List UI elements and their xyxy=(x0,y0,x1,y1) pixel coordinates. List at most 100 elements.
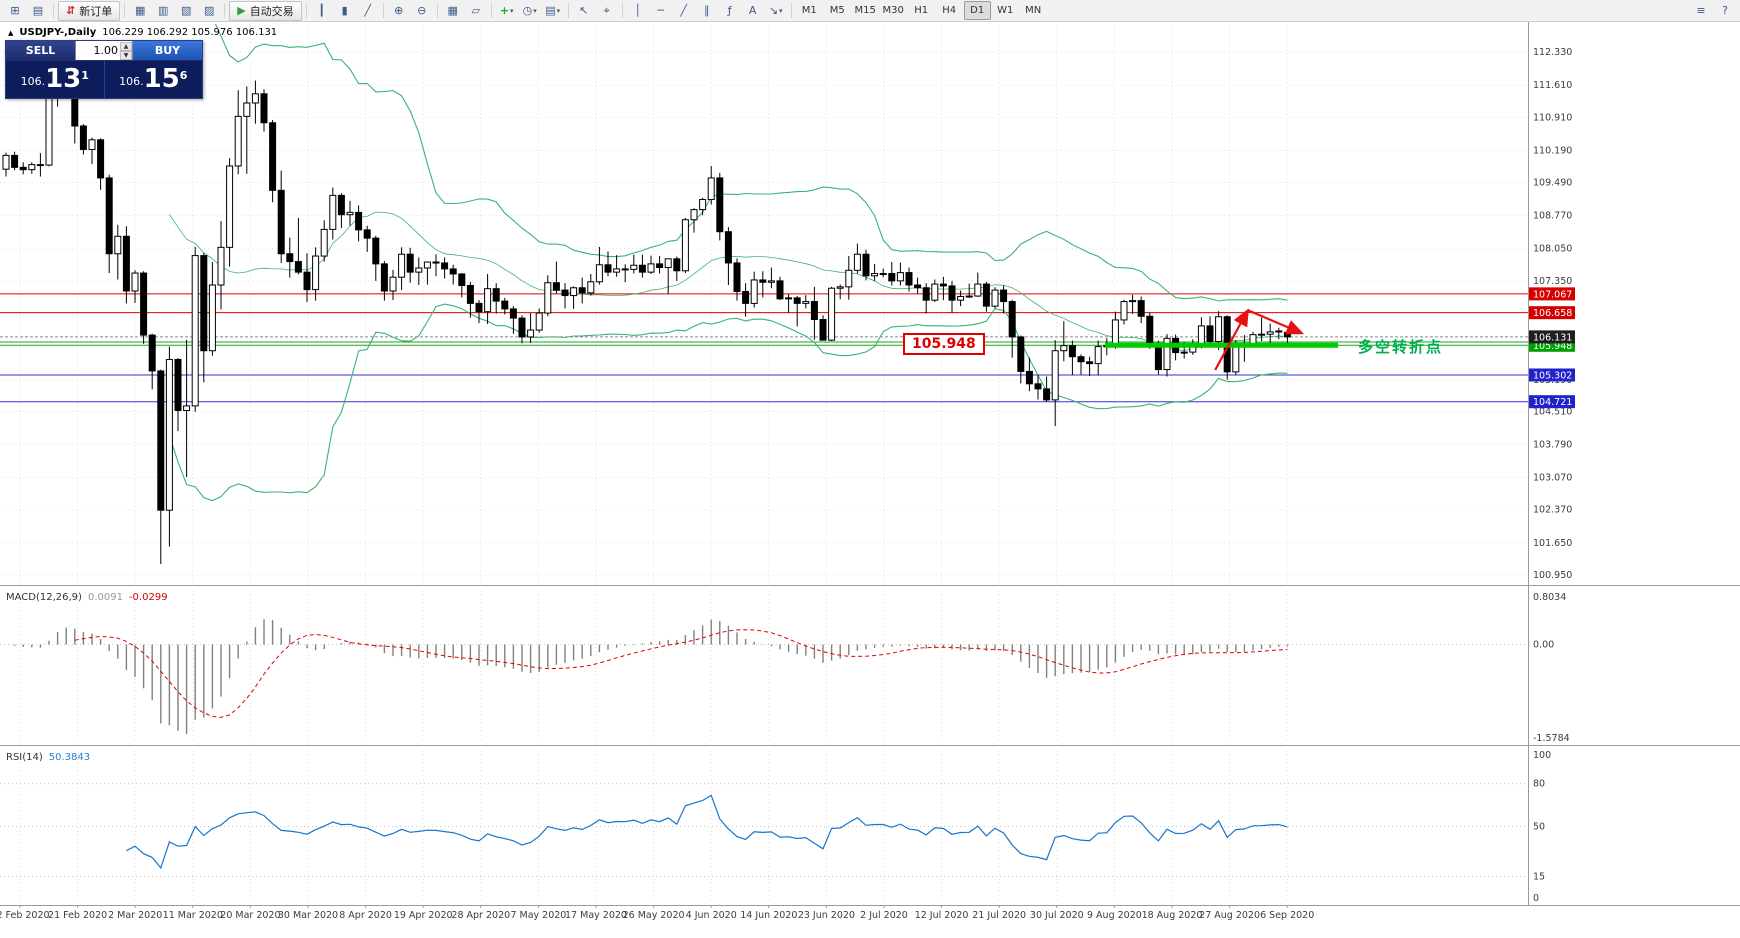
zoom-out-icon: ⊖ xyxy=(417,4,427,17)
svg-text:111.610: 111.610 xyxy=(1533,80,1572,91)
svg-text:7 May 2020: 7 May 2020 xyxy=(510,910,566,921)
timeframe-m1[interactable]: M1 xyxy=(801,5,817,16)
chevron-down-icon[interactable]: ▾ xyxy=(556,6,561,15)
rsi-label: RSI(14) 50.3843 xyxy=(6,752,91,763)
svg-text:2 Mar 2020: 2 Mar 2020 xyxy=(108,910,162,921)
vertical-line-icon[interactable]: │ xyxy=(627,1,649,21)
navigator-icon[interactable]: ▧ xyxy=(175,1,197,21)
bid-price[interactable]: 106. 13 1 xyxy=(20,64,89,94)
channel-icon: ∥ xyxy=(703,4,710,17)
svg-text:14 Jun 2020: 14 Jun 2020 xyxy=(740,910,797,921)
chevron-down-icon[interactable]: ▾ xyxy=(533,6,537,15)
sell-button[interactable]: SELL xyxy=(6,41,75,60)
timeframe-h4[interactable]: H4 xyxy=(942,5,957,16)
arrows-tool-icon[interactable]: ↘ ▾ xyxy=(765,1,787,21)
auto-trading-button[interactable]: ▶ 自动交易 xyxy=(229,0,302,21)
horizontal-line-icon[interactable]: ─ xyxy=(650,1,672,21)
macd-axis[interactable]: 0.8034 0.00 -1.5784 xyxy=(1533,592,1570,744)
symbol-triangle-icon: ▲ xyxy=(8,28,14,37)
new-chart-icon: ⊞ xyxy=(10,4,20,17)
cascade-windows-icon: ▱ xyxy=(471,4,480,17)
svg-text:9 Aug 2020: 9 Aug 2020 xyxy=(1087,910,1142,921)
toolbar-separator xyxy=(224,3,226,18)
toolbar-separator xyxy=(382,3,384,18)
data-window-icon[interactable]: ▥ xyxy=(152,1,174,21)
profiles-icon[interactable]: ▤ xyxy=(27,1,49,21)
text-label-icon: A xyxy=(748,4,757,17)
toolbar-separator xyxy=(305,3,307,18)
chevron-down-icon[interactable]: ▾ xyxy=(779,6,783,15)
candlestick-chart-icon: ▮ xyxy=(341,4,348,17)
cascade-windows-icon[interactable]: ▱ xyxy=(465,1,487,21)
crosshair-icon[interactable]: ⌖ xyxy=(596,1,618,21)
cursor-icon: ↖ xyxy=(579,4,589,17)
timeframe-m30[interactable]: M30 xyxy=(882,5,904,16)
svg-text:100: 100 xyxy=(1533,750,1551,761)
horizontal-line-icon: ─ xyxy=(657,4,664,17)
toolbar-separator xyxy=(490,3,492,18)
terminal-icon[interactable]: ▨ xyxy=(198,1,220,21)
toolbar-separator xyxy=(567,3,569,18)
svg-text:100.950: 100.950 xyxy=(1533,570,1572,581)
market-watch-icon[interactable]: ▦ xyxy=(129,1,151,21)
new-order-button[interactable]: ⇵ 新订单 xyxy=(58,0,121,21)
svg-text:105.302: 105.302 xyxy=(1533,370,1572,381)
support-price-label: 105.948 xyxy=(903,333,985,355)
fibonacci-icon[interactable]: ƒ xyxy=(719,1,741,21)
svg-text:21 Jul 2020: 21 Jul 2020 xyxy=(972,910,1026,921)
svg-text:12 Jul 2020: 12 Jul 2020 xyxy=(915,910,969,921)
svg-text:30 Mar 2020: 30 Mar 2020 xyxy=(278,910,338,921)
periods-icon: ◷ xyxy=(522,4,533,17)
bar-chart-icon[interactable]: ┃ xyxy=(311,1,333,21)
chart-symbol-period: USDJPY-,Daily xyxy=(19,27,97,38)
arrows-tool-icon: ↘ xyxy=(768,4,779,17)
help-icon[interactable]: ? xyxy=(1722,4,1728,17)
macd-signal-value: -0.0299 xyxy=(128,592,168,603)
new-chart-icon[interactable]: ⊞ xyxy=(4,1,26,21)
svg-text:109.490: 109.490 xyxy=(1533,178,1572,189)
buy-button[interactable]: BUY xyxy=(133,41,202,60)
navigator-icon: ▧ xyxy=(181,4,192,17)
trendline-icon[interactable]: ╱ xyxy=(673,1,695,21)
toolbar-separator xyxy=(621,3,623,18)
volume-down-button[interactable]: ▼ xyxy=(120,50,132,60)
cursor-icon[interactable]: ↖ xyxy=(573,1,595,21)
ask-price[interactable]: 106. 15 6 xyxy=(119,64,188,94)
timeframe-d1[interactable]: D1 xyxy=(963,1,991,20)
svg-text:17 May 2020: 17 May 2020 xyxy=(565,910,627,921)
main-toolbar: ⊞ ▤ ⇵ 新订单 ▦ ▥ ▧ ▨ ▶ 自动交易 ┃ ▮ ╱ ⊕ ⊖ ▦ ▱ + ▾ ◷ ▾ ▤ ▾ ↖ ⌖ │ ─ ╱ ∥ ƒ A ↘ ▾ M1… xyxy=(0,0,1740,22)
line-chart-icon[interactable]: ╱ xyxy=(357,1,379,21)
zoom-in-icon[interactable]: ⊕ xyxy=(388,1,410,21)
timeframe-mn[interactable]: MN xyxy=(1025,5,1042,16)
volume-stepper: ▲ ▼ xyxy=(75,41,133,60)
timeframe-h1[interactable]: H1 xyxy=(914,5,929,16)
tile-windows-icon[interactable]: ▦ xyxy=(442,1,464,21)
chevron-down-icon[interactable]: ▾ xyxy=(510,6,514,15)
svg-text:0.00: 0.00 xyxy=(1533,640,1554,651)
zoom-out-icon[interactable]: ⊖ xyxy=(411,1,433,21)
new-order-button: ⇵ xyxy=(66,4,76,17)
pane-separators[interactable] xyxy=(0,22,1740,906)
volume-up-button[interactable]: ▲ xyxy=(120,41,132,51)
timeframe-w1[interactable]: W1 xyxy=(997,5,1014,16)
templates-icon[interactable]: ▤ ▾ xyxy=(542,1,564,21)
indicators-icon: + xyxy=(499,4,510,17)
indicators-icon[interactable]: + ▾ xyxy=(496,1,518,21)
svg-text:110.910: 110.910 xyxy=(1533,112,1572,123)
channel-icon[interactable]: ∥ xyxy=(696,1,718,21)
one-click-trading-panel: SELL ▲ ▼ BUY 106.131 106.156 xyxy=(5,40,203,99)
text-label-icon[interactable]: A xyxy=(742,1,764,21)
svg-text:12 Feb 2020: 12 Feb 2020 xyxy=(0,910,50,921)
timeframe-m15[interactable]: M15 xyxy=(854,5,876,16)
rsi-axis[interactable]: 100 80 50 15 0 xyxy=(1533,750,1551,904)
periods-icon[interactable]: ◷ ▾ xyxy=(519,1,541,21)
timeframe-m5[interactable]: M5 xyxy=(829,5,845,16)
turning-point-text: 多空转折点 xyxy=(1358,338,1444,356)
volume-input[interactable] xyxy=(76,44,120,57)
candlestick-chart-icon[interactable]: ▮ xyxy=(334,1,356,21)
menu-icon[interactable]: ≡ xyxy=(1696,4,1706,17)
svg-text:28 Apr 2020: 28 Apr 2020 xyxy=(451,910,510,921)
macd-pane xyxy=(0,619,1528,734)
